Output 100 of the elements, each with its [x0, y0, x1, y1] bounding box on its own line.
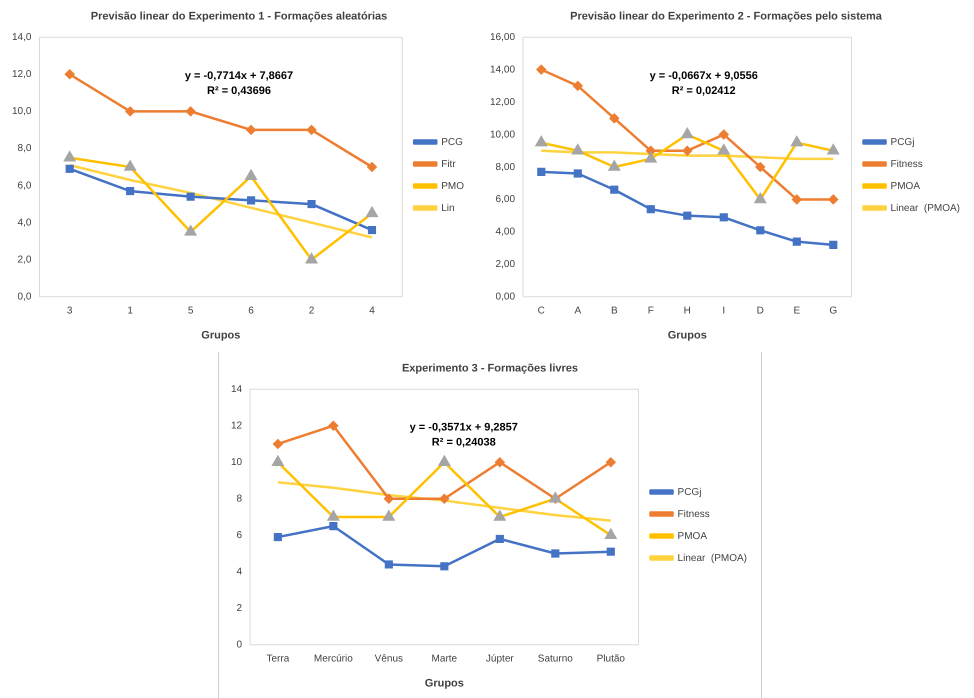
point — [246, 125, 256, 135]
x-tick-label: Marte — [432, 654, 458, 665]
x-tick-label: H — [684, 306, 691, 317]
y-tick-label: 2,0 — [18, 254, 32, 266]
point — [574, 169, 582, 178]
annotation: R² = 0,43696 — [207, 85, 271, 98]
point — [606, 457, 616, 467]
point — [682, 146, 692, 156]
point — [126, 187, 134, 196]
x-tick-label: 1 — [127, 306, 134, 317]
y-tick-label: 6,0 — [18, 180, 32, 192]
point — [125, 106, 135, 116]
y-tick-label: 14,00 — [490, 64, 516, 76]
point — [384, 560, 393, 569]
point — [496, 534, 504, 543]
point — [384, 494, 394, 504]
annotation: R² = 0,24038 — [432, 436, 496, 449]
y-tick-label: 8 — [236, 493, 243, 504]
x-tick-label: A — [574, 306, 582, 317]
y-tick-label: 16,00 — [490, 32, 516, 43]
point — [792, 238, 801, 246]
point — [536, 64, 546, 74]
point — [756, 162, 766, 172]
chart-title: Previsão linear do Experimento 2 - Formações pelo sistema — [570, 10, 883, 23]
point — [64, 70, 74, 80]
x-tick-label: 2 — [308, 306, 315, 317]
y-tick-label: 6,00 — [496, 194, 516, 206]
x-tick-label: G — [829, 306, 838, 317]
y-tick-label: 2,00 — [496, 259, 516, 270]
y-tick-label: 6 — [236, 530, 243, 542]
x-axis-title: Grupos — [201, 329, 240, 342]
point — [367, 162, 377, 172]
point — [440, 562, 448, 570]
x-axis-title: Grupos — [424, 677, 464, 690]
legend-label: PMO — [441, 180, 464, 192]
point — [368, 226, 376, 234]
annotation: y = -0,3571x + 9,2857 — [410, 422, 518, 434]
y-tick-label: 8,0 — [18, 143, 32, 154]
point — [646, 205, 655, 214]
y-tick-label: 0,00 — [496, 292, 516, 303]
point — [792, 194, 802, 204]
x-tick-label: 6 — [248, 306, 254, 317]
point — [610, 114, 620, 124]
annotation: y = -0,0667x + 9,0556 — [650, 70, 758, 82]
point — [610, 186, 618, 194]
x-tick-label: Vênus — [374, 654, 404, 665]
point — [307, 200, 316, 208]
point — [274, 533, 282, 542]
legend-label: Fitr — [441, 158, 456, 170]
legend-label: PMOA — [678, 530, 708, 542]
legend-label: Fitness — [890, 158, 923, 170]
point — [306, 125, 316, 135]
x-tick-label: Mercúrio — [314, 654, 354, 665]
point — [186, 192, 195, 201]
chart-title: Experimento 3 - Formações livres — [402, 362, 578, 375]
y-tick-label: 14 — [231, 384, 243, 395]
y-tick-label: 4,00 — [496, 226, 516, 238]
point — [829, 240, 838, 249]
point — [440, 494, 450, 504]
legend-label: Lin — [441, 202, 455, 214]
x-tick-label: I — [722, 306, 726, 317]
legend-label: PCGj — [890, 136, 914, 148]
x-tick-label: Júpter — [486, 654, 514, 665]
y-tick-label: 10 — [231, 456, 243, 468]
point — [828, 194, 838, 204]
legend-label: PCGj — [678, 486, 702, 498]
x-tick-label: Terra — [266, 654, 290, 665]
x-tick-label: 4 — [369, 306, 376, 317]
x-tick-label: B — [610, 306, 618, 317]
point — [683, 212, 692, 220]
point — [756, 226, 764, 234]
chart-title: Previsão linear do Experimento 1 - Formações aleatórias — [90, 10, 388, 23]
x-tick-label: D — [756, 306, 764, 317]
point — [720, 213, 728, 222]
y-tick-label: 4 — [236, 566, 243, 578]
point — [646, 146, 656, 156]
legend-label: Linear (PMOA) — [678, 552, 748, 564]
x-tick-label: Plutão — [596, 654, 626, 665]
y-tick-label: 14,0 — [12, 32, 32, 43]
x-tick-label: C — [538, 306, 545, 317]
point — [495, 457, 505, 467]
point — [606, 548, 615, 556]
point — [246, 196, 256, 204]
y-tick-label: 8,00 — [496, 162, 516, 173]
x-axis-title: Grupos — [668, 329, 707, 342]
point — [66, 164, 74, 173]
point — [573, 81, 583, 91]
annotation: y = -0,7714x + 7,8667 — [184, 70, 294, 82]
legend-label: Linear (PMOA) — [890, 202, 960, 214]
legend-label: PCG — [441, 136, 464, 148]
legend-label: PMOA — [890, 180, 920, 192]
y-tick-label: 12 — [231, 420, 243, 432]
annotation: R² = 0,02412 — [672, 85, 736, 98]
y-tick-label: 12,0 — [12, 69, 32, 80]
legend-label: Fitness — [678, 508, 710, 520]
y-tick-label: 0 — [236, 640, 243, 651]
y-tick-label: 12,00 — [490, 96, 516, 108]
point — [328, 420, 338, 430]
x-tick-label: 3 — [66, 306, 73, 317]
point — [186, 106, 196, 116]
